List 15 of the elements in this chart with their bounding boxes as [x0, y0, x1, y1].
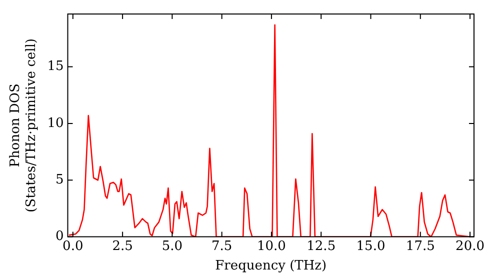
x-tick-label: 17.5 — [406, 238, 435, 254]
y-tick-label: 10 — [47, 116, 64, 131]
y-tick-label: 5 — [55, 172, 64, 188]
x-tick-label: 12.5 — [306, 238, 336, 254]
x-tick-label: 2.5 — [112, 238, 133, 254]
x-tick-label: 20.0 — [456, 238, 485, 254]
y-axis-title: Phonon DOS (States/THz·primitive cell) — [8, 38, 39, 212]
x-tick-label: 0.0 — [62, 238, 84, 254]
x-tick-label: 10.0 — [256, 238, 286, 254]
x-tick-label: 7.5 — [211, 238, 232, 254]
x-tick-label: 5.0 — [162, 238, 183, 254]
y-tick-label: 0 — [55, 229, 64, 244]
y-tick-label: 15 — [47, 59, 64, 74]
x-axis-title: Frequency (THz) — [215, 258, 327, 274]
x-tick-label: 15.0 — [356, 238, 386, 254]
